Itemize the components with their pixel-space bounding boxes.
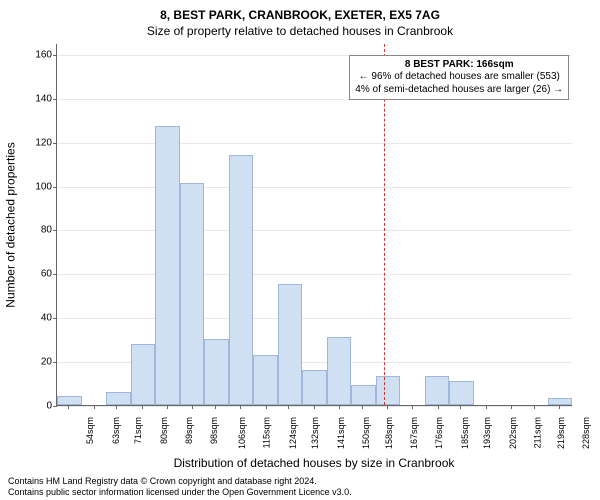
y-tick-label: 160 (35, 49, 52, 60)
x-tick (192, 405, 193, 409)
x-tick (142, 405, 143, 409)
histogram-bar (376, 376, 401, 405)
x-tick (167, 405, 168, 409)
annotation-box: 8 BEST PARK: 166sqm← 96% of detached hou… (349, 55, 569, 101)
x-tick-label: 211sqm (532, 417, 542, 448)
histogram-bar (253, 355, 278, 405)
histogram-bar (351, 385, 376, 405)
y-tick (53, 99, 57, 100)
x-tick (438, 405, 439, 409)
x-tick-label: 167sqm (409, 417, 419, 449)
x-tick-label: 150sqm (361, 417, 371, 449)
x-tick-label: 219sqm (556, 417, 566, 449)
gridline (57, 274, 572, 275)
annotation-line2: ← 96% of detached houses are smaller (55… (355, 71, 563, 84)
histogram-bar (57, 396, 82, 405)
x-tick (362, 405, 363, 409)
x-tick-label: 115sqm (262, 417, 272, 448)
x-tick (412, 405, 413, 409)
histogram-bar (548, 398, 573, 405)
x-tick (288, 405, 289, 409)
chart-supertitle: 8, BEST PARK, CRANBROOK, EXETER, EX5 7AG (0, 8, 600, 22)
histogram-bar (302, 370, 327, 405)
x-tick (486, 405, 487, 409)
x-tick-label: 98sqm (209, 417, 219, 444)
histogram-bar (278, 284, 303, 405)
histogram-bar (327, 337, 352, 405)
footer-line2: Contains public sector information licen… (8, 487, 592, 498)
x-tick-label: 228sqm (581, 417, 591, 449)
y-tick (53, 143, 57, 144)
chart-title: Size of property relative to detached ho… (0, 24, 600, 38)
y-tick (53, 230, 57, 231)
gridline (57, 143, 572, 144)
histogram-bar (180, 183, 205, 405)
x-tick-label: 202sqm (508, 417, 518, 449)
histogram-bar (449, 381, 474, 405)
x-tick-label: 106sqm (237, 417, 247, 449)
gridline (57, 318, 572, 319)
x-tick (266, 405, 267, 409)
x-tick-label: 80sqm (159, 417, 169, 444)
x-tick-label: 185sqm (460, 417, 470, 449)
x-tick (94, 405, 95, 409)
gridline (57, 187, 572, 188)
annotation-line3: 4% of semi-detached houses are larger (2… (355, 84, 563, 97)
histogram-bar (106, 392, 131, 405)
y-tick-label: 100 (35, 181, 52, 192)
y-axis-label-wrap: Number of detached properties (2, 44, 20, 406)
histogram-bar (229, 155, 254, 405)
x-tick (460, 405, 461, 409)
y-tick (53, 187, 57, 188)
x-tick (240, 405, 241, 409)
x-tick-label: 141sqm (336, 417, 346, 449)
y-tick-label: 120 (35, 137, 52, 148)
y-tick-label: 140 (35, 93, 52, 104)
x-tick-label: 89sqm (184, 417, 194, 444)
gridline (57, 230, 572, 231)
histogram-bar (131, 344, 156, 405)
x-tick-label: 54sqm (85, 417, 95, 444)
x-tick (215, 405, 216, 409)
x-tick-label: 71sqm (133, 417, 143, 444)
footer-line1: Contains HM Land Registry data © Crown c… (8, 476, 592, 487)
y-tick-label: 60 (41, 269, 52, 280)
x-tick (116, 405, 117, 409)
histogram-bar (204, 339, 229, 405)
x-tick-label: 158sqm (384, 417, 394, 449)
y-tick (53, 406, 57, 407)
annotation-header: 8 BEST PARK: 166sqm (355, 59, 563, 72)
footer-attribution: Contains HM Land Registry data © Crown c… (8, 476, 592, 499)
y-tick (53, 362, 57, 363)
y-tick (53, 274, 57, 275)
x-tick-label: 132sqm (310, 417, 320, 449)
y-tick-label: 40 (41, 313, 52, 324)
x-tick-label: 124sqm (288, 417, 298, 449)
y-tick-label: 20 (41, 357, 52, 368)
x-tick-label: 176sqm (434, 417, 444, 449)
x-tick-label: 193sqm (482, 417, 492, 449)
x-tick (339, 405, 340, 409)
histogram-bar (425, 376, 450, 405)
x-tick-label: 63sqm (111, 417, 121, 444)
y-tick (53, 318, 57, 319)
y-tick-label: 80 (41, 225, 52, 236)
histogram-bar (155, 126, 180, 405)
y-axis-label: Number of detached properties (4, 142, 18, 307)
x-tick (511, 405, 512, 409)
y-tick (53, 55, 57, 56)
y-tick-label: 0 (46, 401, 52, 412)
x-tick (559, 405, 560, 409)
x-tick (314, 405, 315, 409)
x-tick (68, 405, 69, 409)
x-tick (387, 405, 388, 409)
x-tick (534, 405, 535, 409)
plot-area: 54sqm63sqm71sqm80sqm89sqm98sqm106sqm115s… (56, 44, 572, 406)
x-axis-label: Distribution of detached houses by size … (56, 456, 572, 470)
